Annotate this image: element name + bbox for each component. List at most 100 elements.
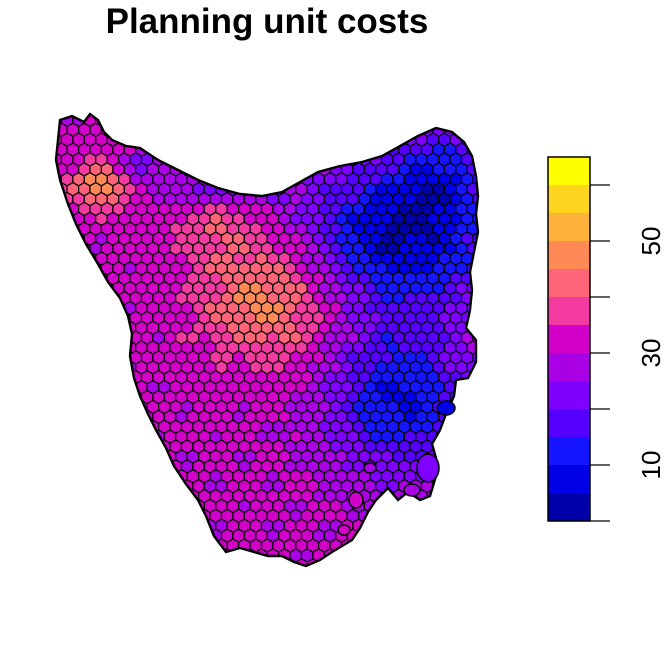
planning-unit — [443, 439, 457, 454]
planning-unit — [56, 459, 68, 474]
planning-unit — [129, 429, 143, 444]
planning-unit — [346, 114, 360, 128]
planning-unit — [56, 558, 57, 566]
planning-unit — [152, 449, 165, 464]
planning-unit — [72, 389, 85, 405]
planning-unit — [460, 548, 474, 563]
planning-unit — [306, 142, 320, 157]
planning-unit — [56, 300, 57, 316]
planning-unit — [455, 558, 468, 566]
planning-unit — [56, 271, 62, 286]
planning-unit — [472, 488, 478, 504]
planning-unit — [78, 300, 91, 316]
planning-unit — [66, 478, 80, 494]
planning-unit — [386, 498, 400, 514]
planning-unit — [100, 558, 114, 566]
planning-unit — [438, 429, 451, 444]
planning-unit — [56, 508, 62, 524]
planning-unit — [66, 558, 80, 566]
planning-unit — [83, 350, 97, 365]
legend-swatch — [548, 185, 590, 213]
planning-unit — [232, 132, 245, 147]
planning-unit — [420, 498, 434, 514]
planning-unit — [363, 114, 377, 118]
planning-unit — [66, 518, 80, 534]
island — [416, 453, 440, 483]
planning-unit — [56, 231, 62, 246]
planning-unit — [249, 114, 263, 118]
planning-unit — [123, 439, 137, 454]
legend-swatch — [548, 493, 590, 521]
planning-unit — [198, 152, 211, 167]
planning-unit — [455, 114, 468, 118]
planning-unit — [112, 498, 125, 514]
planning-unit — [135, 439, 148, 454]
planning-unit — [409, 518, 423, 534]
planning-unit — [56, 310, 62, 326]
planning-unit — [198, 114, 211, 128]
planning-unit — [392, 528, 405, 543]
planning-unit — [449, 469, 463, 484]
planning-unit — [455, 478, 468, 494]
planning-unit — [72, 429, 85, 444]
planning-unit — [78, 439, 91, 454]
planning-unit — [60, 310, 74, 326]
planning-unit — [118, 350, 131, 365]
planning-unit — [375, 122, 388, 138]
island — [348, 491, 364, 509]
planning-unit — [479, 242, 490, 255]
planning-unit — [56, 360, 57, 375]
planning-unit — [466, 122, 478, 138]
planning-unit — [100, 360, 114, 375]
planning-unit — [66, 114, 80, 118]
planning-unit — [112, 399, 125, 415]
planning-unit — [479, 539, 490, 552]
planning-unit — [146, 122, 160, 138]
planning-unit — [56, 548, 62, 563]
planning-unit — [56, 439, 68, 454]
planning-unit — [72, 330, 85, 345]
planning-unit — [438, 528, 451, 543]
planning-unit — [363, 122, 377, 138]
planning-unit — [56, 538, 57, 553]
planning-unit — [146, 459, 160, 474]
planning-unit — [426, 548, 440, 563]
planning-unit — [56, 399, 57, 415]
planning-unit — [375, 114, 388, 118]
planning-unit — [169, 142, 183, 157]
planning-unit — [192, 558, 205, 566]
planning-unit — [118, 508, 131, 524]
legend-swatch — [548, 465, 590, 493]
planning-unit — [129, 488, 143, 504]
planning-unit — [163, 132, 177, 147]
planning-unit — [466, 379, 478, 395]
planning-unit — [135, 478, 148, 494]
planning-unit — [100, 518, 114, 534]
planning-unit — [95, 528, 108, 543]
planning-unit — [56, 211, 62, 227]
planning-unit — [129, 508, 143, 524]
planning-unit — [340, 558, 354, 566]
legend-swatch — [548, 241, 590, 269]
planning-unit — [180, 498, 194, 514]
planning-unit — [123, 498, 137, 514]
planning-unit — [398, 538, 411, 553]
planning-unit — [432, 114, 445, 118]
planning-unit — [460, 429, 474, 444]
planning-unit — [89, 439, 102, 454]
planning-unit — [255, 132, 268, 147]
planning-unit — [398, 518, 411, 534]
planning-unit — [95, 350, 108, 365]
planning-unit — [209, 132, 223, 147]
planning-unit — [340, 142, 354, 157]
planning-unit — [420, 538, 434, 553]
legend-tick-label: 10 — [636, 451, 666, 480]
planning-unit — [180, 558, 194, 566]
planning-unit — [175, 132, 188, 147]
planning-unit — [209, 114, 223, 128]
planning-unit — [123, 379, 137, 395]
planning-unit — [163, 469, 177, 484]
planning-unit — [100, 399, 114, 415]
planning-unit — [386, 518, 400, 534]
